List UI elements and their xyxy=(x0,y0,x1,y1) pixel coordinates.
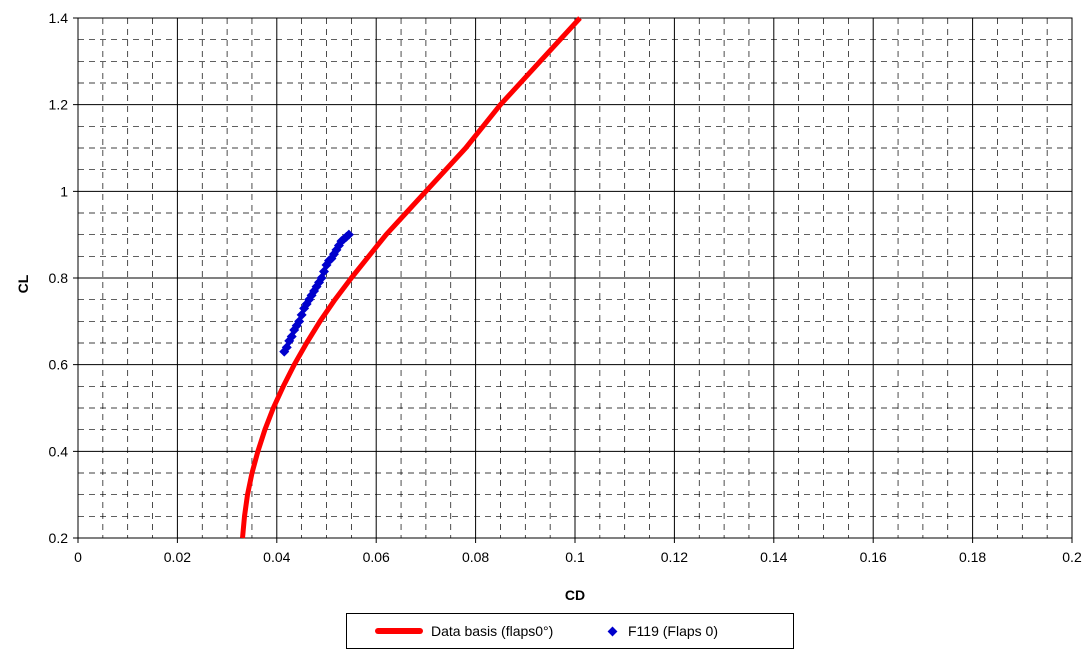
y-tick-label: 1 xyxy=(60,183,68,199)
y-tick-label: 1.2 xyxy=(49,97,69,113)
legend-item-f119: F119 (Flaps 0) xyxy=(605,614,718,648)
legend-label-f119: F119 (Flaps 0) xyxy=(628,623,718,639)
y-axis-ticks: 0.2 0.4 0.6 0.8 1 1.2 1.4 xyxy=(49,10,69,546)
y-tick-label: 0.6 xyxy=(49,357,69,373)
legend-diamond-swatch xyxy=(607,626,618,636)
y-tick-label: 1.4 xyxy=(49,10,69,26)
x-tick-label: 0.08 xyxy=(462,549,489,565)
x-tick-label: 0.14 xyxy=(760,549,787,565)
x-tick-label: 0.04 xyxy=(263,549,290,565)
x-tick-label: 0.02 xyxy=(164,549,191,565)
legend: Data basis (flaps0°) F119 (Flaps 0) xyxy=(346,613,794,649)
x-tick-label: 0.12 xyxy=(661,549,688,565)
y-tick-label: 0.2 xyxy=(49,530,69,546)
y-tick-label: 0.4 xyxy=(49,443,69,459)
y-tick-label: 0.8 xyxy=(49,270,69,286)
x-tick-label: 0.18 xyxy=(959,549,986,565)
data-point-f119 xyxy=(343,229,354,240)
x-tick-label: 0.1 xyxy=(565,549,585,565)
x-tick-label: 0.06 xyxy=(363,549,390,565)
y-axis-title: CL xyxy=(15,274,31,293)
series-line-data-basis xyxy=(240,16,582,539)
legend-label-data-basis: Data basis (flaps0°) xyxy=(431,623,554,639)
series-layer xyxy=(240,16,582,539)
legend-line-swatch xyxy=(375,628,423,634)
x-tick-label: 0 xyxy=(74,549,82,565)
major-grid xyxy=(73,17,1073,543)
legend-item-data-basis: Data basis (flaps0°) xyxy=(375,614,553,648)
x-tick-label: 0.16 xyxy=(860,549,887,565)
x-axis-title: CD xyxy=(565,587,585,603)
x-tick-label: 0.2 xyxy=(1062,549,1082,565)
x-axis-ticks: 0 0.02 0.04 0.06 0.08 0.1 0.12 0.14 0.16 0.18 0.2 xyxy=(74,549,1082,565)
plot-area-frame xyxy=(77,17,1073,539)
